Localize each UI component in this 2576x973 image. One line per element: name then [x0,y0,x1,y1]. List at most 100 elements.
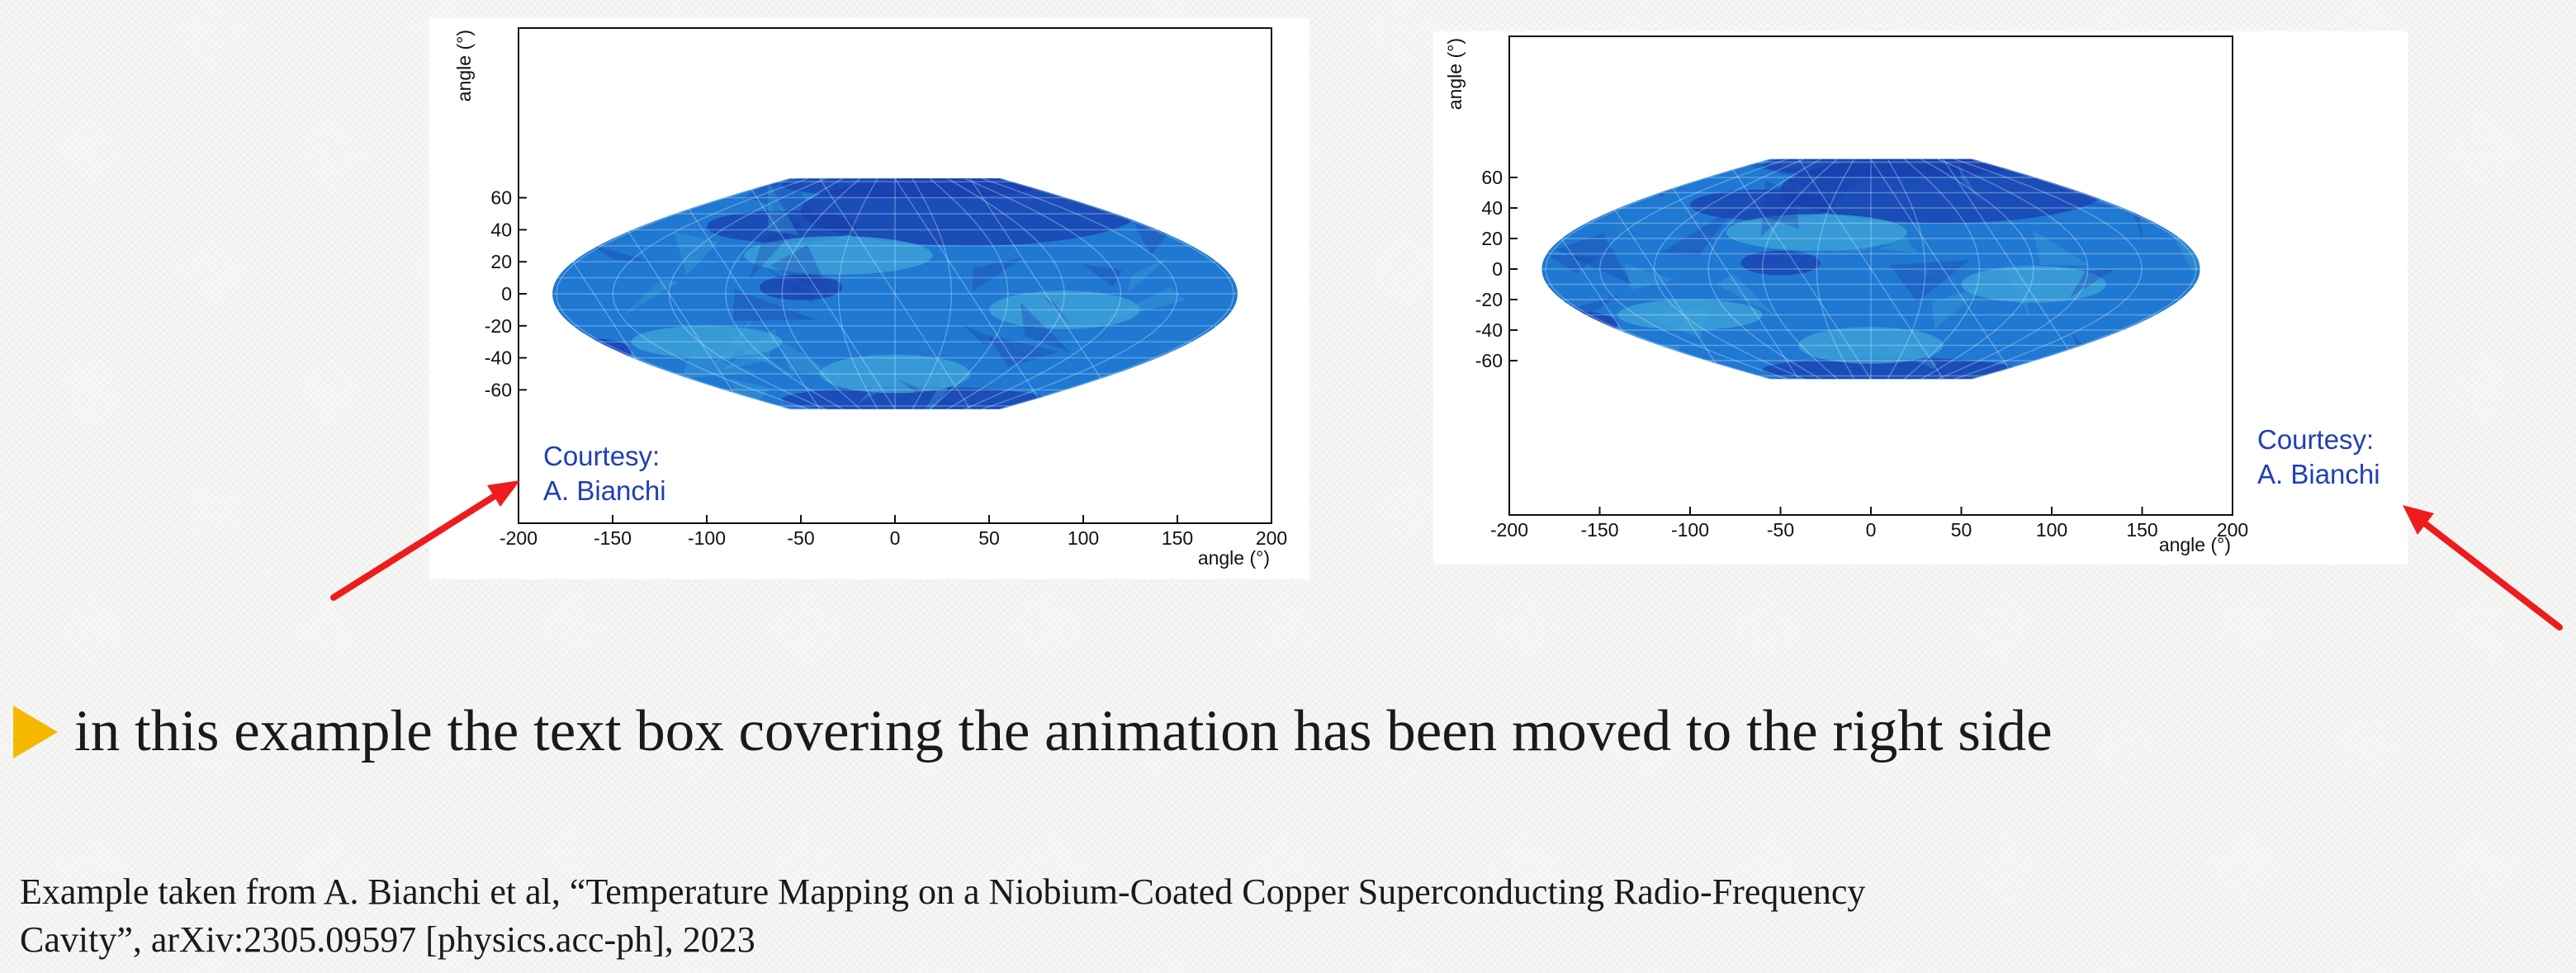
temperature-map-right: -200 -150 -100 -50 0 50 100 150 200 60 40 20 0 -20 -40… [1433,31,2408,564]
mesh-line [1653,158,1799,380]
x-tick-label: 150 [1162,527,1193,549]
map-patch [732,289,817,321]
map-patch [2087,158,2137,161]
y-tick-label: -60 [485,379,512,400]
map-patch [533,323,552,371]
courtesy-line-2: A. Bianchi [2257,459,2380,489]
map-patch [759,274,843,300]
mesh-line [67,178,217,409]
mesh-line [819,178,971,409]
map-patch [819,354,971,394]
map-patch [1900,267,1935,276]
x-tick-label: -100 [688,527,726,549]
map-patch [2153,319,2195,337]
temperature-map-left: -200 -150 -100 -50 0 50 100 150 200 60 40 20 0 -20 -40… [429,18,1309,579]
citation: Example taken from A. Bianchi et al, “Te… [20,868,2249,964]
mesh-line [1365,159,1509,379]
x-tick-label: 200 [1256,527,1287,549]
plot-left: -200 -150 -100 -50 0 50 100 150 2006040200-20-40… [453,27,1287,569]
map-patch [681,352,756,379]
map-patch [914,376,948,409]
triangle-bullet-icon [13,705,58,758]
map-patch [1546,253,1597,274]
mesh-line [744,178,896,409]
y-tick-label: 0 [501,283,512,305]
mesh-line [1726,158,1872,380]
x-tick-label: 100 [1068,527,1099,549]
map-patch [745,178,817,218]
y-axis-title: angle (°) [1444,38,1466,110]
mesh-line [668,178,821,409]
map-patch [590,178,666,216]
x-tick-label: 200 [2217,519,2248,541]
map-patch [1889,260,1970,303]
mesh-line [1707,158,1821,380]
map-patch [1762,357,2016,380]
y-tick-label: 20 [1481,228,1503,249]
x-tick-label: -200 [500,527,537,549]
map-patch [744,236,933,275]
mesh-line [969,178,1122,409]
y-tick-label: 40 [1481,197,1503,219]
map-patch [1961,266,2106,303]
mesh-line [1653,158,1805,380]
map-patch [1931,284,1987,330]
map-surface [67,178,1238,409]
x-tick-label: 100 [2036,519,2067,541]
plot-right: -200 -150 -100 -50 0 50 100 150 2006040200-20-40… [1444,35,2248,555]
map-patch [1879,237,1918,253]
map-patch [896,378,983,409]
map-patch [1650,345,1681,380]
x-tick-label: 0 [890,527,901,549]
map-patch [1816,158,1842,182]
mesh-line [1816,158,1855,380]
mesh-line [725,178,843,409]
map-patch [971,178,980,187]
mesh-line [964,178,1122,409]
map-patch [552,187,623,224]
map-patch [767,179,799,235]
x-tick-label: 150 [2126,519,2157,541]
map-patch [1798,327,1944,364]
citation-line-1: Example taken from A. Bianchi et al, “Te… [20,871,1866,912]
y-tick-label: -20 [1475,289,1503,310]
x-tick-label: -200 [1490,519,1528,541]
x-axis-title: angle (°) [1198,547,1270,569]
mesh-line [894,178,1046,409]
mesh-line [555,178,791,409]
map-patch [1095,287,1186,324]
map-patch [1873,339,1937,370]
mesh-line [1598,158,1788,380]
map-patch [1829,243,1878,252]
mesh-line [1943,158,2089,380]
mesh-line [999,178,1235,409]
map-patch [623,279,680,316]
mesh-line [912,178,953,409]
y-tick-label: 40 [490,219,512,240]
x-tick-label: 50 [978,527,1000,549]
y-axis-title: angle (°) [453,30,475,102]
y-tick-label: -60 [1475,350,1503,371]
map-patch [1128,211,1170,256]
mesh-line [1761,158,1838,380]
map-patch [722,327,777,370]
x-tick-label: -150 [1580,519,1618,541]
map-patch [1648,305,1712,339]
mesh-line [292,178,443,409]
courtesy-line-1: Courtesy: [543,441,661,471]
mesh-line [1797,158,1944,380]
map-patch [1617,300,1763,330]
map-patch [833,178,841,193]
map-patch [782,386,1046,409]
x-tick-label: 0 [1866,519,1877,541]
y-tick-label: 20 [490,251,512,272]
map-patch [1221,229,1238,260]
map-patch [552,189,587,217]
map-patch [1726,214,1907,251]
y-tick-label: 60 [1481,167,1503,188]
map-patch [1556,233,1632,286]
mesh-line [1292,159,1437,379]
mesh-line [929,178,1009,409]
courtesy-line-1: Courtesy: [2257,424,2375,455]
map-patch [590,243,653,262]
